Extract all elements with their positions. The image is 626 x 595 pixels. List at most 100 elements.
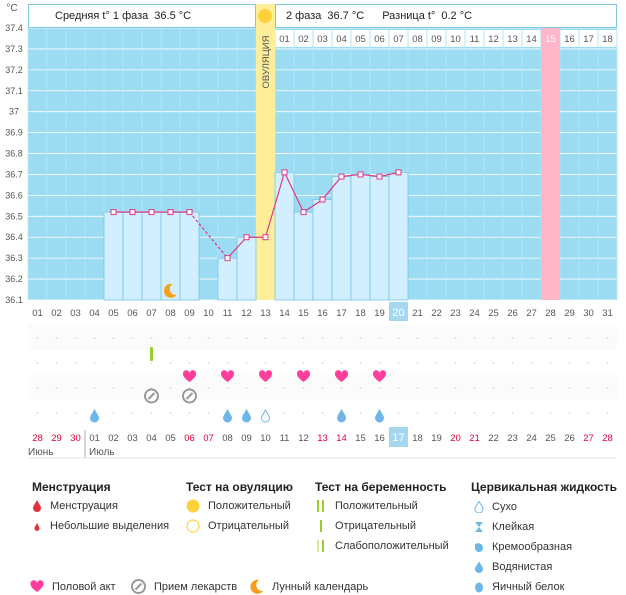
event-grid-dot <box>549 412 552 414</box>
y-tick-label: 36.9 <box>5 128 23 138</box>
event-grid-dot <box>74 362 77 364</box>
temperature-bar <box>350 174 371 301</box>
x-date-label: 11 <box>223 308 233 319</box>
x-date-label: 04 <box>89 308 100 319</box>
x-date-label: 13 <box>260 308 271 319</box>
phase2-day-cell <box>294 30 313 47</box>
event-grid-dot <box>188 337 191 339</box>
cycle-day-label: 11 <box>280 433 290 444</box>
egg-white-icon <box>475 582 483 593</box>
event-grid-dot <box>207 412 210 414</box>
creamy-icon <box>475 543 483 552</box>
temperature-bar <box>236 236 257 301</box>
event-grid-dot <box>454 362 457 364</box>
x-date-label: 30 <box>583 308 594 319</box>
temperature-point <box>338 173 345 180</box>
phase2-day-label: 10 <box>450 34 461 45</box>
legend-moon-label: Лунный календарь <box>272 580 369 593</box>
x-date-label: 06 <box>127 308 138 319</box>
event-grid-dot <box>435 362 438 364</box>
event-grid-dot <box>454 412 457 414</box>
event-grid-dot <box>112 337 115 339</box>
heart-icon <box>296 370 311 382</box>
event-grid-dot <box>283 412 286 414</box>
event-grid-dot <box>473 362 476 364</box>
watery-drop-icon <box>241 408 252 423</box>
event-grid-dot <box>169 337 172 339</box>
event-grid-dot <box>226 337 229 339</box>
event-grid-dot <box>302 337 305 339</box>
heart-icon <box>334 370 349 382</box>
event-grid-dot <box>131 337 134 339</box>
phase2-day-label: 07 <box>393 34 404 45</box>
event-grid-dot <box>511 362 514 364</box>
x-date-label: 23 <box>450 308 461 319</box>
dry-drop-icon <box>474 501 484 513</box>
event-grid-dot <box>36 387 39 389</box>
event-grid-dot <box>264 387 267 389</box>
event-grid-dot <box>321 412 324 414</box>
event-grid-dot <box>169 387 172 389</box>
phase2-day-cell <box>541 30 560 47</box>
x-date-label: 17 <box>336 308 347 319</box>
temperature-line-segment <box>264 172 286 238</box>
temperature-bar <box>312 199 333 301</box>
legend-dry-label: Сухо <box>492 501 517 513</box>
phase2-day-cell <box>427 30 446 47</box>
event-grid-dot <box>530 337 533 339</box>
event-grid-dot <box>226 387 229 389</box>
pill-icon <box>131 579 146 594</box>
event-grid-dot <box>530 362 533 364</box>
legend-menstruation-label: Менструация <box>50 500 118 512</box>
event-grid-dot <box>492 412 495 414</box>
event-grid-dot <box>359 387 362 389</box>
x-date-label: 08 <box>165 308 176 319</box>
watery-drop-icon <box>336 408 347 423</box>
event-grid-dot <box>112 412 115 414</box>
event-grid-dot <box>150 337 153 339</box>
legend-eggwhite-label: Яичный белок <box>492 581 565 593</box>
phase2-label: 2 фаза <box>286 10 322 22</box>
event-grid-dot <box>112 387 115 389</box>
phase1-value: 36.5 °C <box>154 10 192 22</box>
event-grid-dot <box>169 362 172 364</box>
event-grid-dot <box>435 387 438 389</box>
temperature-bar <box>141 211 162 301</box>
event-grid-dot <box>188 412 191 414</box>
highlight-column <box>541 28 560 300</box>
cycle-day-label: 23 <box>507 433 518 444</box>
cycle-day-label: 27 <box>583 433 594 444</box>
phase2-day-cell <box>370 30 389 47</box>
event-grid-dot <box>188 362 191 364</box>
event-grid-dot <box>473 387 476 389</box>
event-grid-dot <box>150 387 153 389</box>
event-grid-dot <box>416 337 419 339</box>
event-grid-dot <box>321 337 324 339</box>
event-grid-dot <box>454 387 457 389</box>
watery-drop-icon <box>222 408 233 423</box>
legend-menstruation-title: Менструация <box>32 480 111 494</box>
cycle-day-label: 02 <box>108 433 119 444</box>
today-cycle-marker <box>389 427 408 447</box>
dry-drop-icon <box>260 408 271 423</box>
blood-drop-icon <box>33 500 41 512</box>
temperature-bar <box>293 211 314 301</box>
event-grid-dot <box>587 337 590 339</box>
phase2-day-cell <box>465 30 484 47</box>
legend-medication-label: Прием лекарств <box>154 580 238 593</box>
event-grid-dot <box>302 412 305 414</box>
event-grid-dot <box>473 337 476 339</box>
y-tick-label: 37 <box>9 107 19 117</box>
temperature-point <box>376 173 383 180</box>
x-date-label: 02 <box>51 308 62 319</box>
cycle-day-label: 04 <box>146 433 157 444</box>
event-grid-dot <box>226 362 229 364</box>
temperature-line-segment <box>341 173 361 178</box>
x-date-label: 07 <box>146 308 157 319</box>
temperature-point <box>129 209 136 216</box>
legend-watery-item: Водянистая <box>474 561 552 573</box>
cycle-day-label: 07 <box>203 433 214 444</box>
event-grid-dot <box>283 337 286 339</box>
watery-drop-icon <box>374 408 385 423</box>
